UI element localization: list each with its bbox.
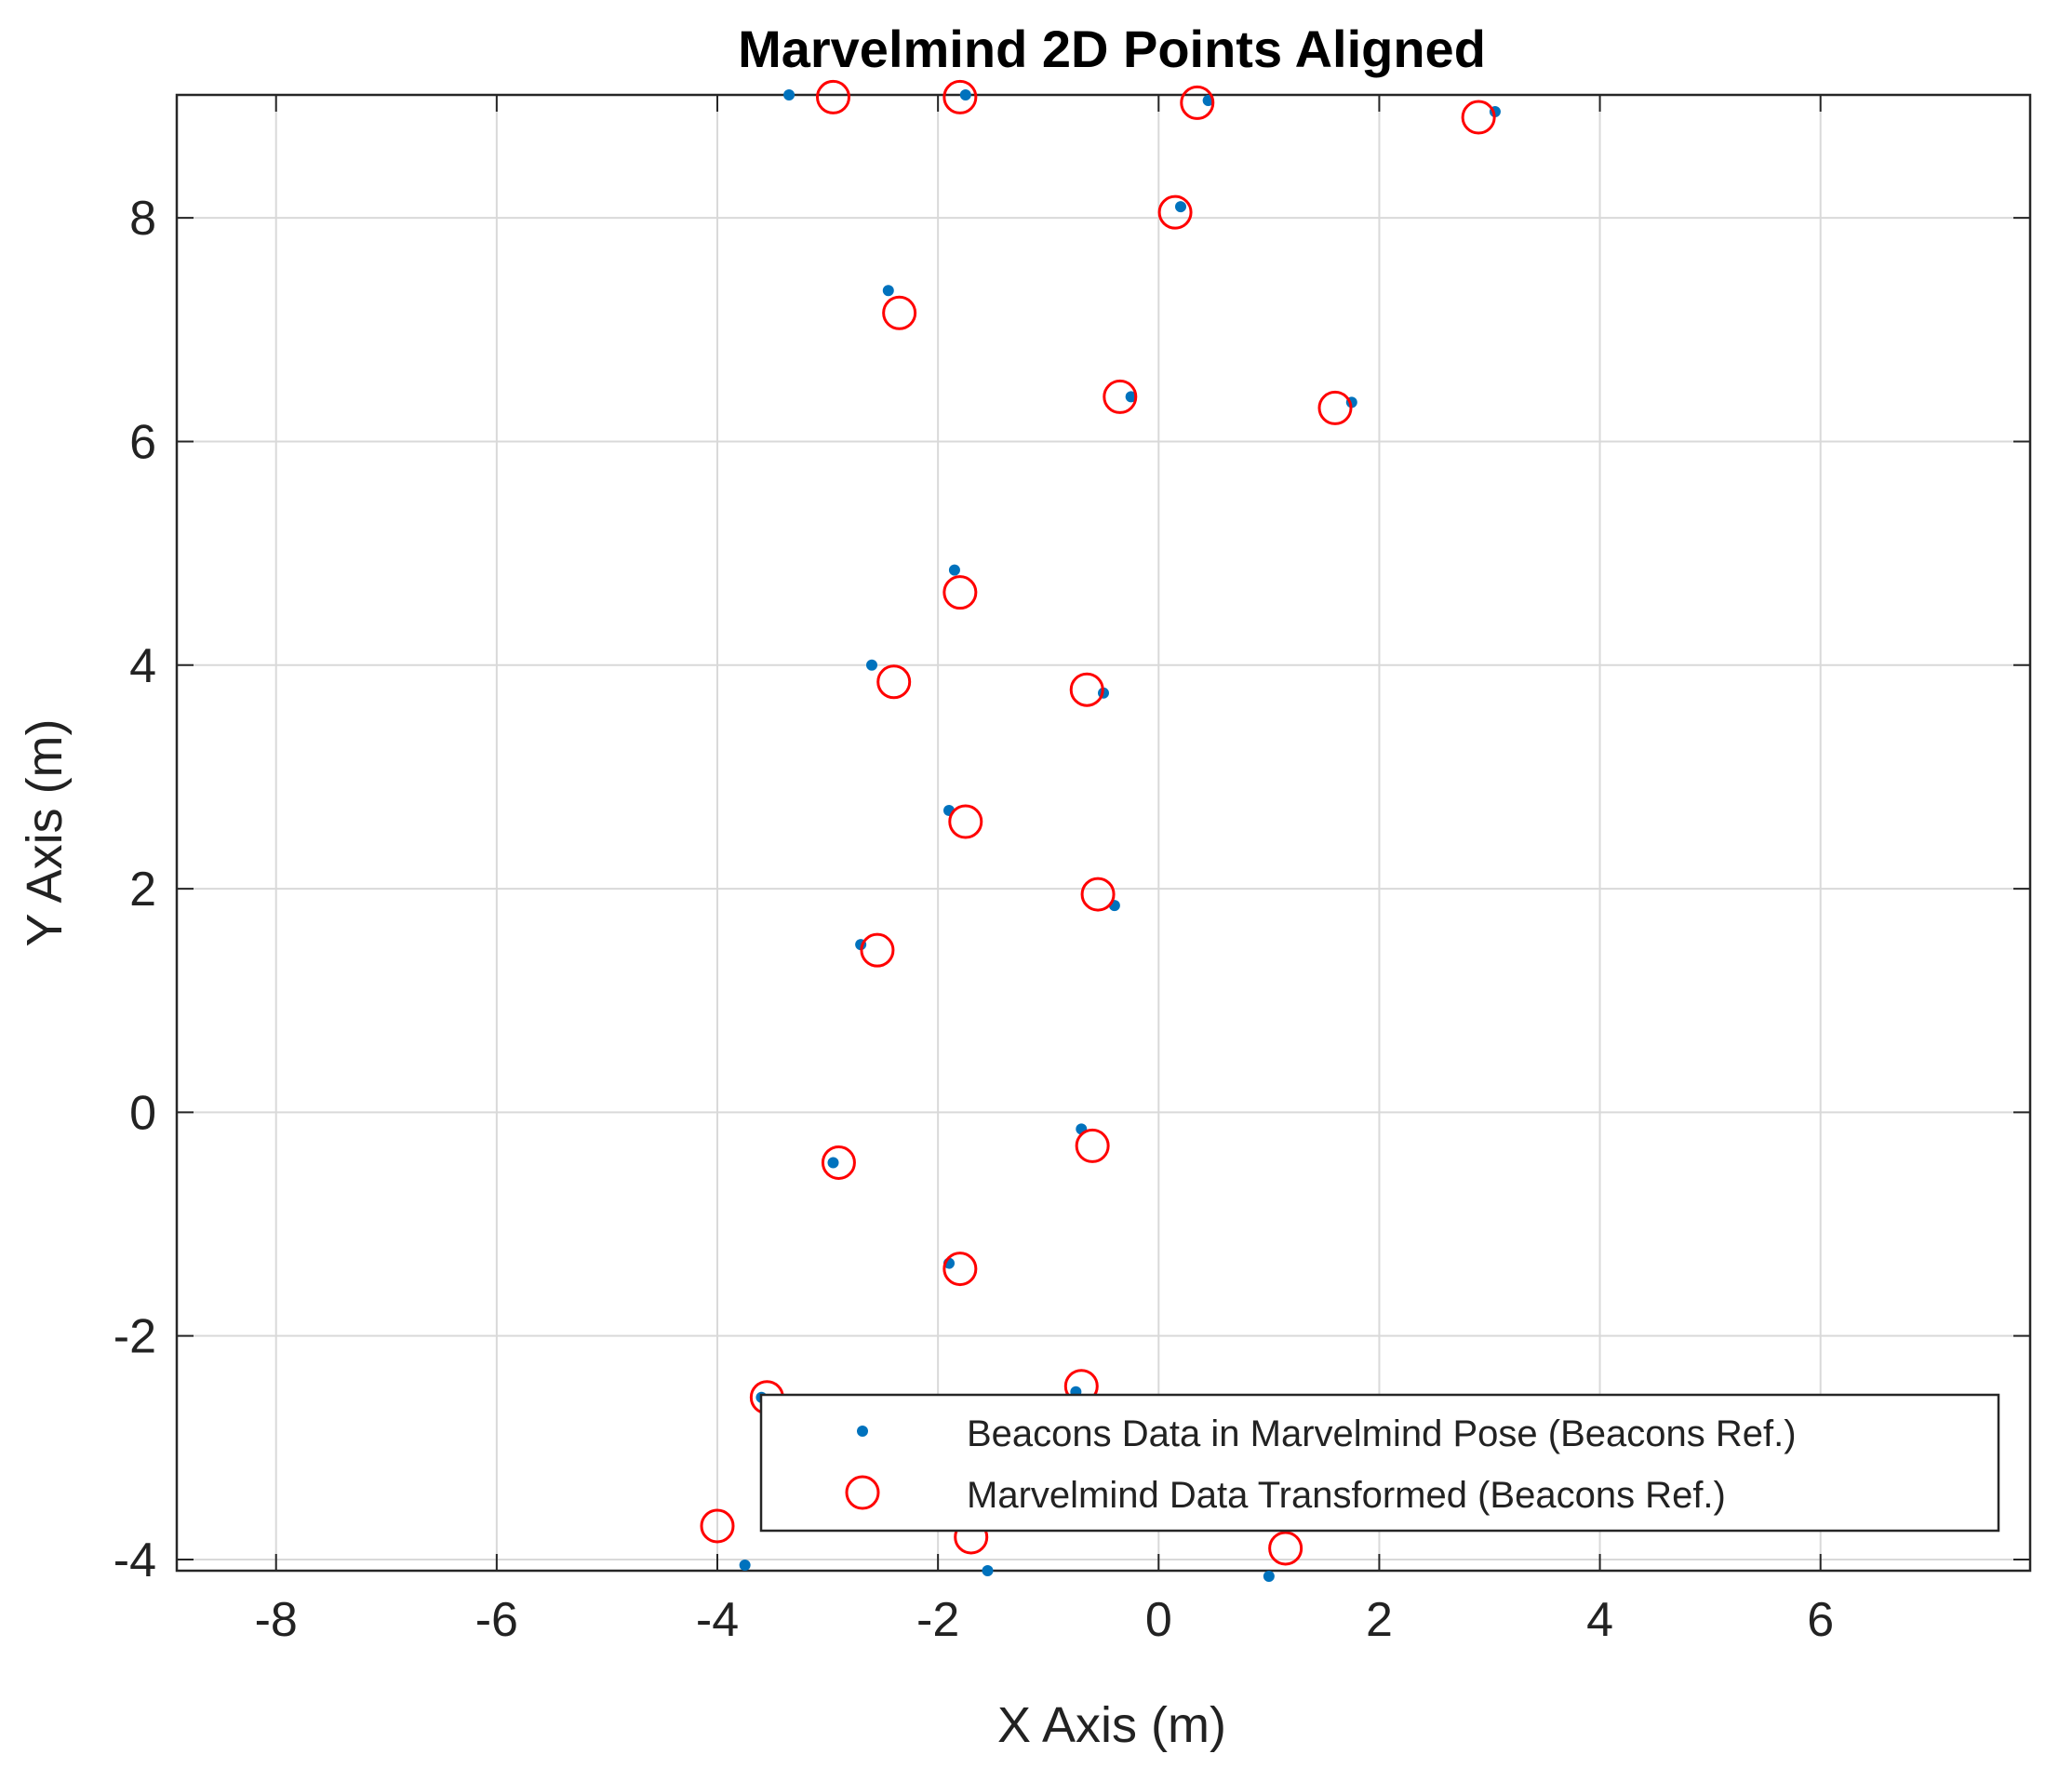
beacon-point bbox=[866, 659, 877, 671]
transformed-point bbox=[1461, 100, 1496, 135]
beacon-point bbox=[1175, 201, 1186, 213]
x-tick-label: -4 bbox=[696, 1593, 739, 1647]
transformed-point bbox=[882, 295, 917, 330]
transformed-point bbox=[816, 79, 850, 114]
beacon-point bbox=[783, 89, 795, 100]
transformed-point bbox=[700, 1508, 735, 1544]
x-axis-label: X Axis (m) bbox=[997, 1697, 1226, 1753]
beacon-point bbox=[982, 1565, 994, 1576]
x-tick-label: 0 bbox=[1145, 1593, 1172, 1647]
transformed-point bbox=[1157, 194, 1193, 230]
beacon-point bbox=[827, 1157, 839, 1169]
axis-ticks: -8 -6 -4 -2 0 2 4 6 -4 -2 0 2 4 6 8 bbox=[114, 95, 2030, 1647]
transformed-point bbox=[1317, 390, 1353, 425]
x-tick-label: 6 bbox=[1807, 1593, 1834, 1647]
x-tick-label: -6 bbox=[475, 1593, 518, 1647]
beacon-point bbox=[1263, 1571, 1275, 1583]
y-tick-label: -2 bbox=[114, 1310, 156, 1364]
beacon-point bbox=[948, 564, 960, 576]
chart-title: Marvelmind 2D Points Aligned bbox=[738, 20, 1486, 78]
transformed-point bbox=[948, 804, 983, 839]
x-tick-label: -8 bbox=[255, 1593, 298, 1647]
legend-marker-transformed bbox=[845, 1475, 880, 1510]
y-tick-label: 2 bbox=[129, 863, 156, 917]
transformed-point bbox=[821, 1145, 856, 1180]
transformed-point bbox=[942, 1252, 978, 1287]
x-tick-label: 2 bbox=[1366, 1593, 1393, 1647]
transformed-point bbox=[1069, 672, 1104, 707]
y-tick-label: 6 bbox=[129, 415, 156, 469]
y-axis-label: Y Axis (m) bbox=[17, 718, 73, 946]
transformed-point bbox=[1103, 379, 1138, 414]
legend: Beacons Data in Marvelmind Pose (Beacons… bbox=[759, 1393, 2000, 1533]
beacon-point bbox=[882, 285, 894, 297]
grid-lines bbox=[177, 95, 2030, 1571]
beacon-point bbox=[959, 89, 971, 100]
transformed-point bbox=[942, 79, 978, 114]
legend-marker-beacons bbox=[857, 1426, 868, 1437]
y-tick-label: 0 bbox=[129, 1086, 156, 1140]
transformed-point bbox=[1080, 877, 1116, 912]
transformed-point bbox=[1180, 85, 1215, 120]
y-tick-label: -4 bbox=[114, 1533, 156, 1587]
beacon-point bbox=[739, 1559, 751, 1571]
y-tick-label: 4 bbox=[129, 639, 156, 693]
plot-area bbox=[175, 93, 2032, 1573]
transformed-point bbox=[876, 664, 912, 700]
legend-box bbox=[759, 1393, 2000, 1533]
beacon-point bbox=[1125, 391, 1137, 403]
transformed-point bbox=[942, 575, 978, 610]
legend-label-transformed: Marvelmind Data Transformed (Beacons Ref… bbox=[967, 1475, 1726, 1516]
transformed-point bbox=[1075, 1128, 1110, 1163]
legend-label-beacons: Beacons Data in Marvelmind Pose (Beacons… bbox=[967, 1413, 1797, 1454]
data-marks bbox=[700, 79, 1501, 1583]
y-tick-label: 8 bbox=[129, 192, 156, 246]
transformed-point bbox=[860, 932, 895, 968]
x-tick-label: 4 bbox=[1586, 1593, 1613, 1647]
transformed-point bbox=[1268, 1531, 1303, 1566]
x-tick-label: -2 bbox=[916, 1593, 959, 1647]
